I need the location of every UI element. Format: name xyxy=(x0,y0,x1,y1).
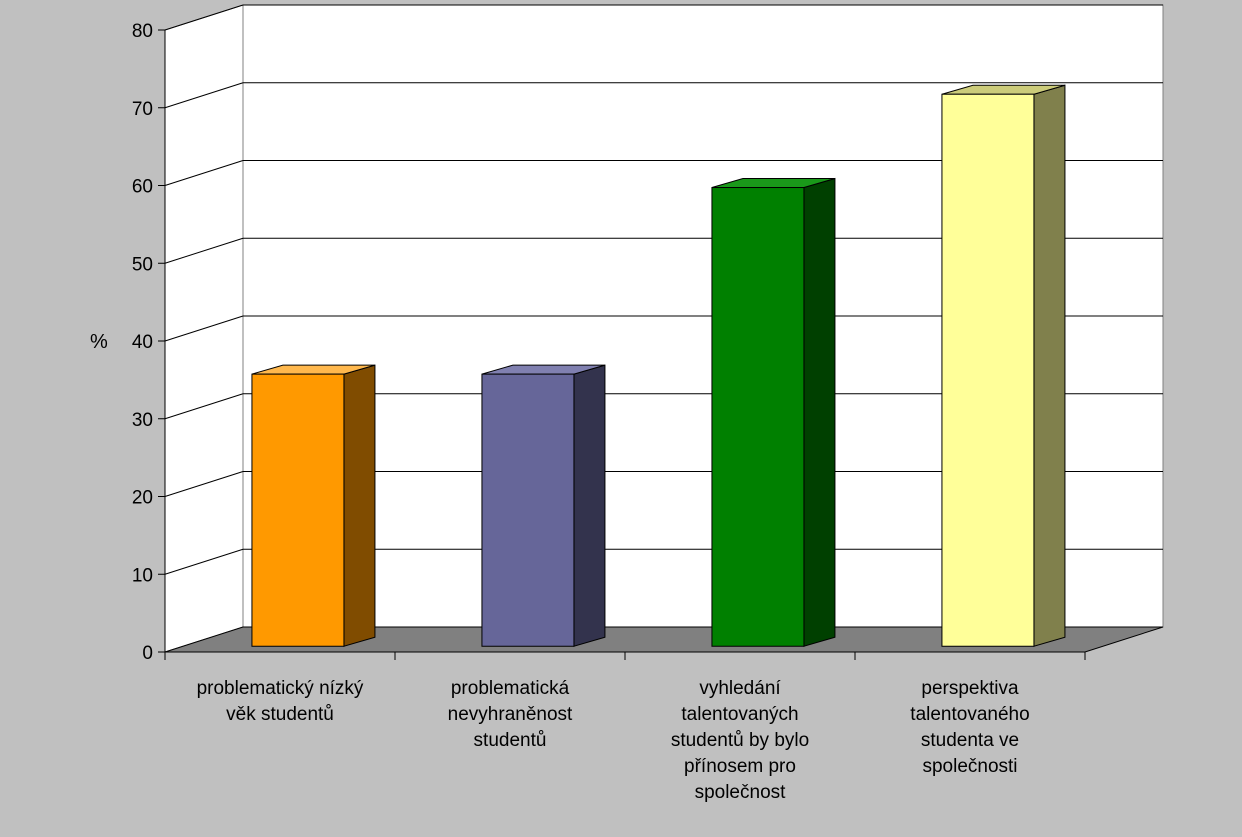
category-label-line: společnost xyxy=(695,782,787,803)
y-tick-label: 80 xyxy=(132,21,153,42)
gridline-side xyxy=(164,82,244,109)
y-tick-label: 50 xyxy=(132,254,153,275)
category-labels: problematický nízký věk studentůproblemat… xyxy=(197,678,1030,803)
gridline-side xyxy=(164,160,244,186)
y-tick-label: 60 xyxy=(132,177,153,198)
y-axis-label: % xyxy=(90,331,108,353)
y-tick-label: 30 xyxy=(132,410,153,431)
category-label-line: studentů xyxy=(474,730,547,751)
y-tick-labels: 0 10 20 30 40 50 60 70 80 xyxy=(132,21,153,664)
bar-side xyxy=(1033,84,1066,647)
gridline-side xyxy=(164,315,244,342)
category-label-line: studenta ve xyxy=(921,730,1019,751)
gridline-side xyxy=(164,471,244,497)
bar-front xyxy=(251,373,345,647)
category-label: perspektiva talentovaného studenta ve spole… xyxy=(910,678,1029,777)
gridline-side xyxy=(164,237,244,264)
bar-front xyxy=(481,373,575,647)
y-tick-label: 10 xyxy=(132,565,153,586)
category-label-line: problematický nízký xyxy=(197,678,364,699)
bar xyxy=(941,84,1066,647)
category-label-line: vyhledání xyxy=(699,678,781,699)
bar xyxy=(251,364,376,647)
category-label: problematická nevyhraněnost studentů xyxy=(448,678,573,751)
category-label-line: problematická xyxy=(451,678,570,699)
category-label-line: talentovaného xyxy=(910,704,1029,725)
gridline-side xyxy=(164,548,244,575)
bar-side xyxy=(343,364,376,647)
gridline-side xyxy=(164,393,244,420)
y-tick-label: 70 xyxy=(132,99,153,120)
bar-front xyxy=(711,187,805,647)
category-label: vyhledání talentovaných studentů by bylo př… xyxy=(671,678,809,803)
category-label-line: perspektiva xyxy=(921,678,1019,699)
bar-side xyxy=(803,177,836,647)
bar-side xyxy=(573,364,606,647)
gridline-side xyxy=(164,4,244,31)
category-label-line: věk studentů xyxy=(226,704,334,725)
category-label-line: přínosem pro xyxy=(684,756,796,777)
y-tick-label: 20 xyxy=(132,488,153,509)
category-label-line: nevyhraněnost xyxy=(448,704,573,725)
bar xyxy=(481,364,606,647)
y-tick-label: 40 xyxy=(132,332,153,353)
category-label-line: společnosti xyxy=(922,756,1017,777)
category-label: problematický nízký věk studentů xyxy=(197,678,364,725)
axes xyxy=(158,29,1086,660)
category-label-line: talentovaných xyxy=(681,704,798,725)
bar xyxy=(711,177,836,647)
y-tick-label: 0 xyxy=(142,643,153,664)
category-label-line: studentů by bylo xyxy=(671,730,809,751)
bar-front xyxy=(941,93,1035,647)
bars xyxy=(251,84,1066,647)
